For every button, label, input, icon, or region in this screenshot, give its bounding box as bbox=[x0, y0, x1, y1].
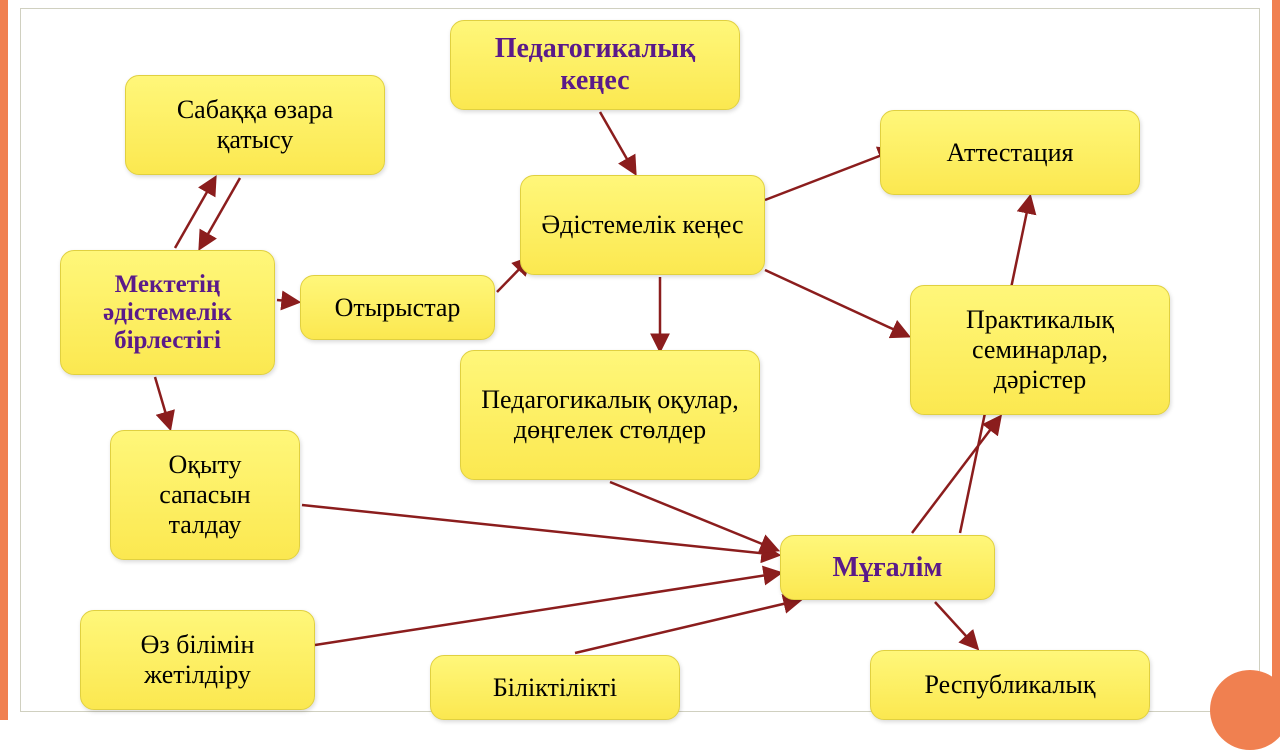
node-sabakka: Сабаққа өзара қатысу bbox=[125, 75, 385, 175]
node-label: Практикалық семинарлар, дәрістер bbox=[927, 305, 1153, 395]
node-bilikti: Біліктілікті bbox=[430, 655, 680, 720]
corner-circle bbox=[1210, 670, 1280, 750]
node-otyrys: Отырыстар bbox=[300, 275, 495, 340]
node-label: Әдістемелік кеңес bbox=[541, 210, 743, 240]
node-label: Аттестация bbox=[947, 138, 1074, 168]
node-label: Мұғалім bbox=[833, 552, 943, 584]
node-label: Сабаққа өзара қатысу bbox=[142, 95, 368, 155]
node-label: Педагогикалық кеңес bbox=[467, 33, 723, 97]
node-label: Отырыстар bbox=[335, 293, 461, 323]
frame-border-right bbox=[1272, 0, 1280, 720]
node-ped_council: Педагогикалық кеңес bbox=[450, 20, 740, 110]
node-seminars: Практикалық семинарлар, дәрістер bbox=[910, 285, 1170, 415]
node-ped_readings: Педагогикалық оқулар, дөңгелек стөлдер bbox=[460, 350, 760, 480]
node-mektet: Мектетің әдістемелік бірлестігі bbox=[60, 250, 275, 375]
node-respublika: Республикалық bbox=[870, 650, 1150, 720]
node-label: Педагогикалық оқулар, дөңгелек стөлдер bbox=[477, 385, 743, 445]
node-label: Біліктілікті bbox=[493, 673, 617, 703]
node-label: Республикалық bbox=[925, 670, 1096, 700]
node-mugalim: Мұғалім bbox=[780, 535, 995, 600]
node-okytu: Оқыту сапасын талдау bbox=[110, 430, 300, 560]
frame-border-left bbox=[0, 0, 8, 720]
node-method_adv: Әдістемелік кеңес bbox=[520, 175, 765, 275]
node-attest: Аттестация bbox=[880, 110, 1140, 195]
node-label: Мектетің әдістемелік бірлестігі bbox=[77, 271, 258, 355]
node-label: Оқыту сапасын талдау bbox=[127, 450, 283, 540]
node-bilimin: Өз білімін жетілдіру bbox=[80, 610, 315, 710]
node-label: Өз білімін жетілдіру bbox=[97, 630, 298, 690]
